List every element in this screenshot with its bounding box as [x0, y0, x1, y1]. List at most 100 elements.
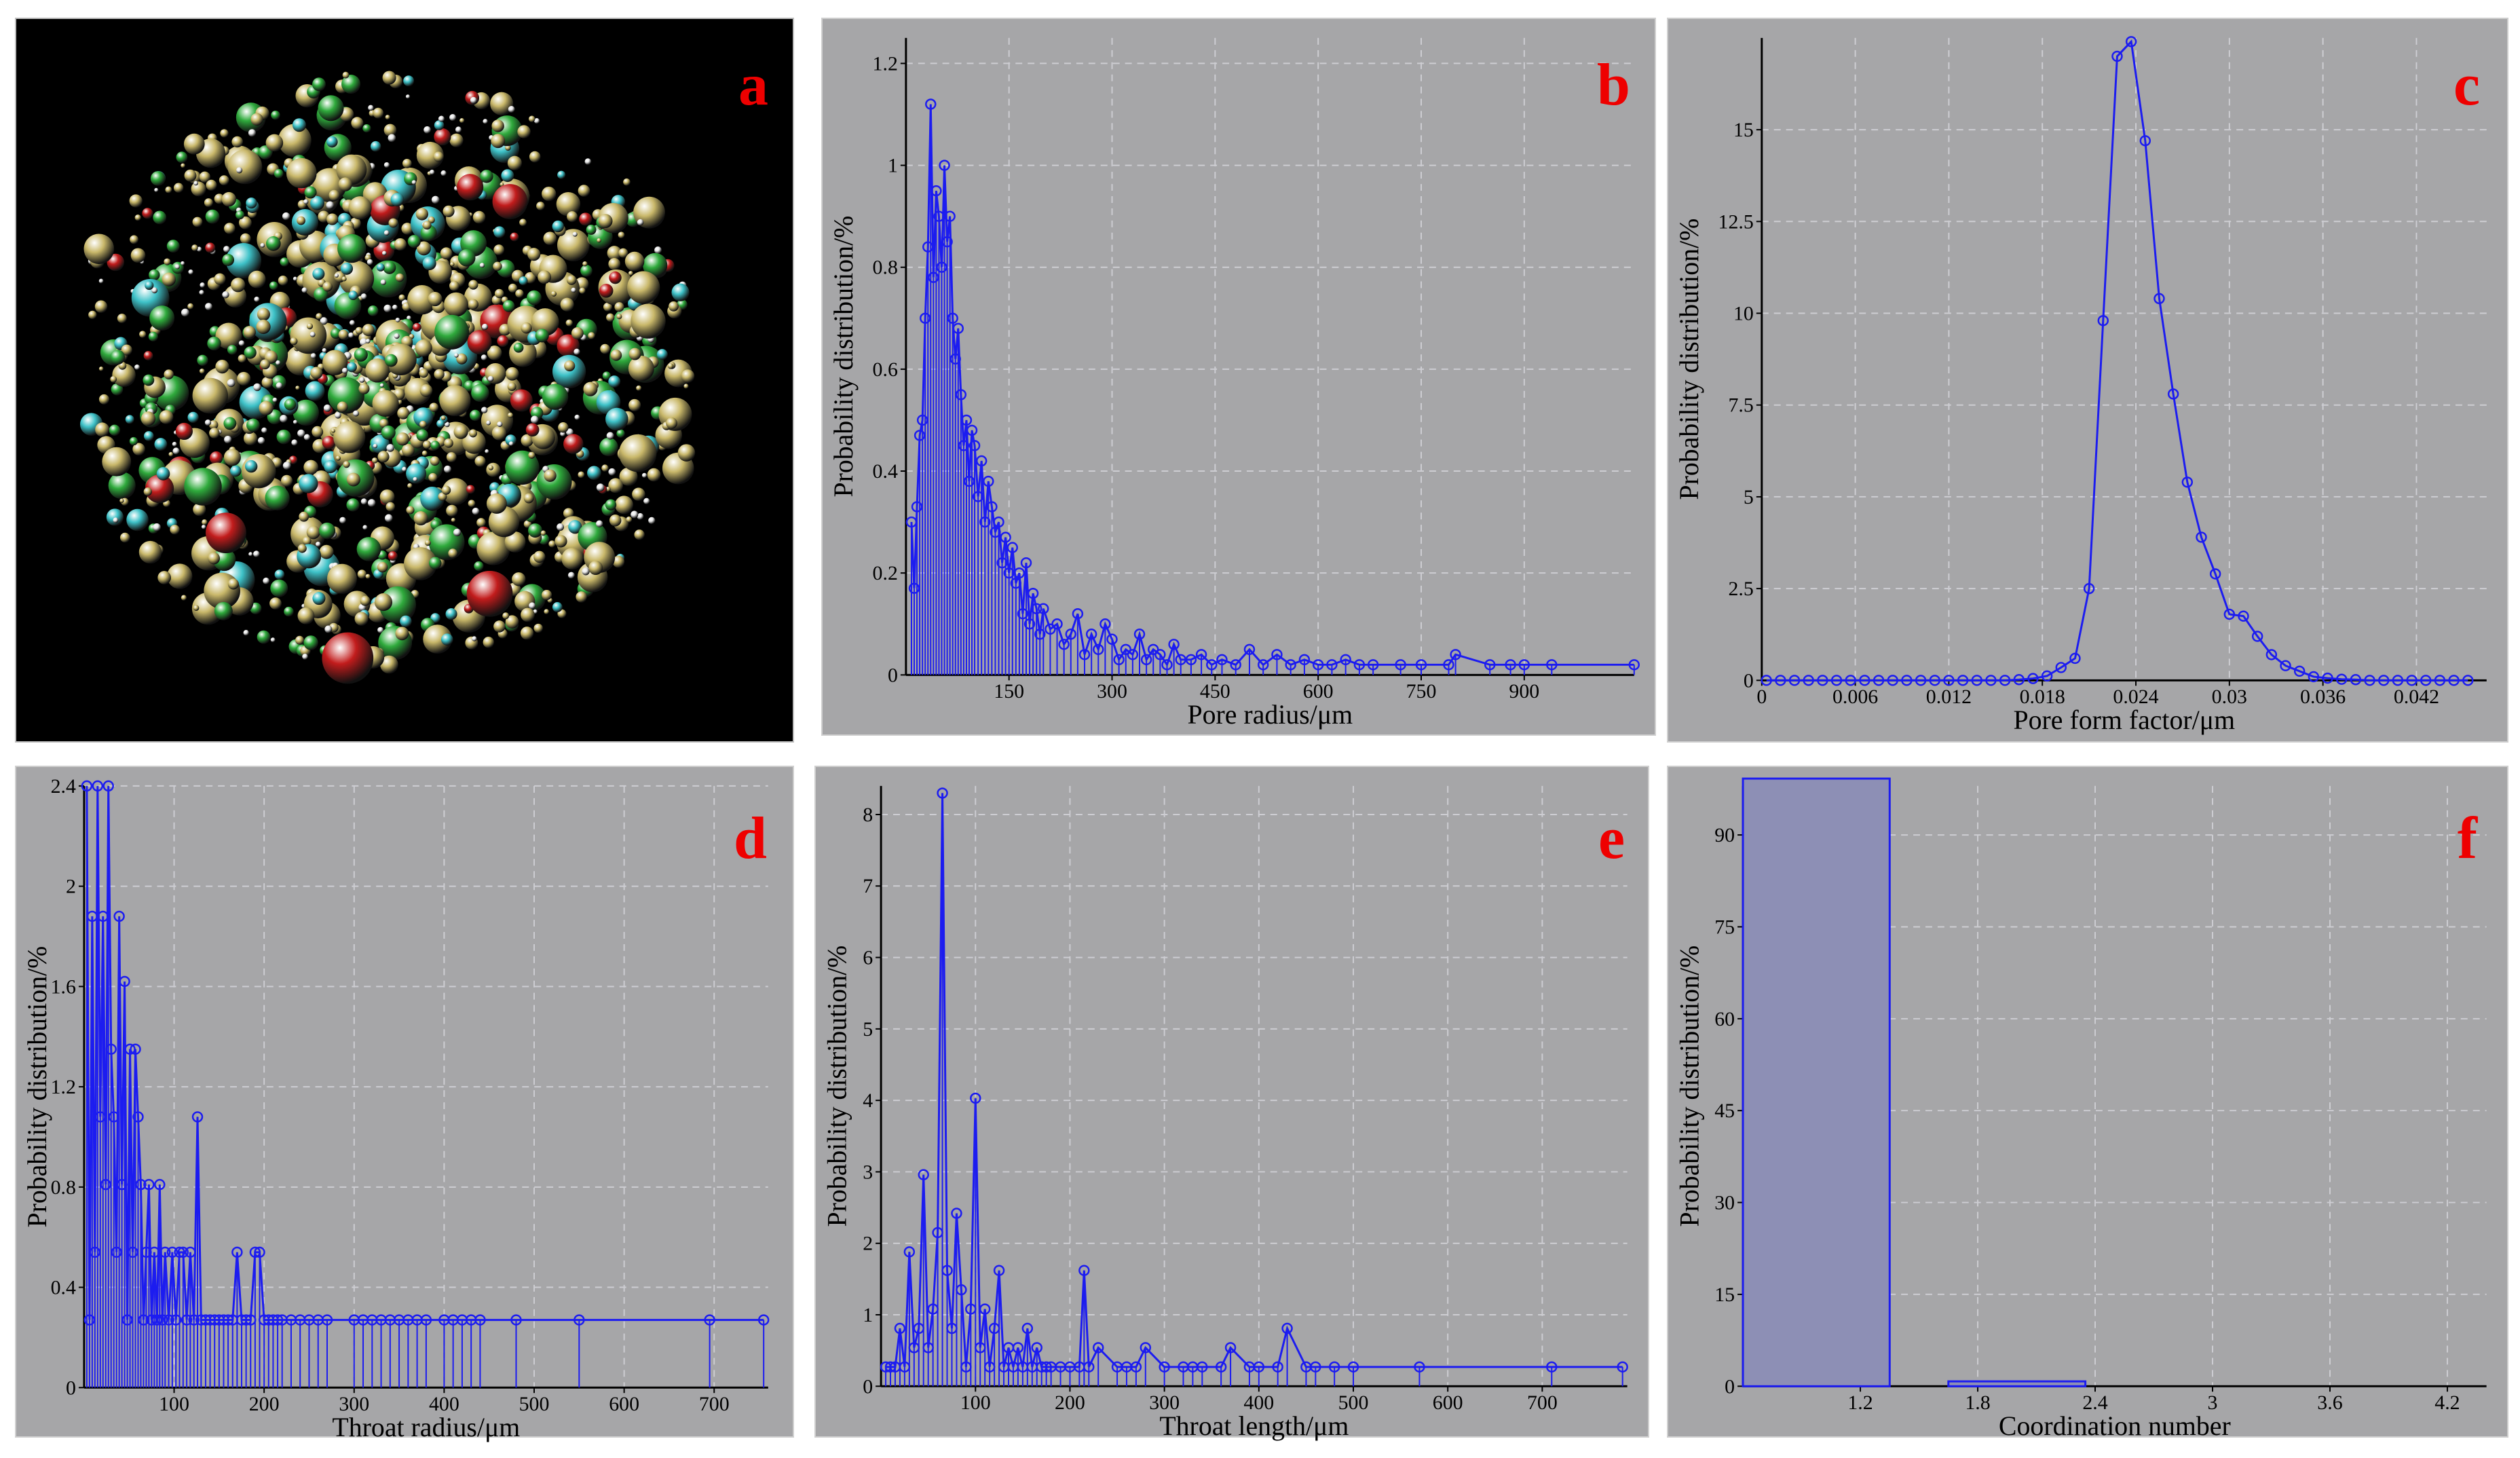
- pore-sphere: [372, 390, 399, 417]
- pore-sphere: [199, 290, 204, 295]
- pore-sphere: [241, 453, 276, 489]
- x-tick-label: 3.6: [2317, 1391, 2342, 1414]
- pore-sphere: [238, 340, 245, 346]
- data-point: [245, 1314, 257, 1326]
- y-axis-label: Probability distribution/%: [822, 946, 852, 1227]
- pore-sphere: [401, 223, 413, 235]
- data-point: [2251, 631, 2263, 642]
- pore-sphere: [424, 540, 431, 546]
- pore-sphere: [567, 572, 575, 579]
- y-tick-label: 0: [888, 664, 898, 686]
- pore-sphere: [383, 261, 396, 274]
- pore-sphere: [193, 181, 199, 186]
- pore-sphere: [333, 421, 366, 453]
- data-point: [939, 160, 950, 171]
- pore-sphere: [394, 333, 400, 339]
- pore-sphere: [597, 238, 601, 243]
- pore-sphere: [618, 231, 625, 239]
- pore-sphere: [260, 359, 270, 370]
- data-point: [474, 1314, 486, 1326]
- pore-sphere: [280, 257, 289, 267]
- pore-sphere: [497, 421, 503, 428]
- data-point: [1310, 1361, 1321, 1373]
- data-point: [2055, 662, 2067, 673]
- y-tick-label: 60: [1714, 1008, 1735, 1030]
- pore-sphere: [407, 235, 421, 248]
- pore-sphere: [550, 291, 557, 297]
- data-point: [2125, 36, 2137, 48]
- pore-sphere: [519, 276, 528, 286]
- pore-sphere: [343, 461, 350, 468]
- pore-sphere: [269, 597, 282, 610]
- data-point: [249, 1246, 261, 1258]
- pore-sphere: [609, 514, 622, 527]
- pore-sphere: [681, 369, 695, 383]
- x-tick-label: 150: [994, 680, 1024, 703]
- pore-sphere: [377, 561, 388, 573]
- pore-sphere: [595, 520, 603, 527]
- data-point: [154, 1178, 166, 1191]
- pore-sphere: [246, 418, 260, 432]
- data-point: [916, 414, 928, 426]
- pore-sphere: [548, 540, 556, 548]
- data-point: [704, 1314, 715, 1326]
- pore-sphere: [192, 377, 229, 414]
- pore-sphere: [449, 133, 464, 147]
- pore-sphere: [248, 129, 257, 137]
- pore-sphere: [628, 348, 641, 360]
- pore-sphere: [278, 124, 312, 157]
- y-tick-label: 0.4: [51, 1277, 76, 1299]
- pore-sphere: [488, 465, 494, 470]
- pore-sphere: [472, 636, 477, 641]
- data-point: [181, 1314, 193, 1326]
- x-axis-label: Throat length/μm: [1159, 1411, 1349, 1441]
- panel-d-chart: 100 200 300 400 500 600 700 0 0.4 0.8 1.2 1.6 2 2.4 Th…: [15, 766, 794, 1442]
- pore-sphere: [174, 264, 181, 269]
- pore-sphere: [405, 94, 411, 99]
- data-point: [271, 1314, 284, 1326]
- y-tick-label: 1: [863, 1304, 873, 1326]
- pore-sphere: [176, 151, 188, 164]
- pore-sphere: [322, 350, 348, 375]
- pore-sphere: [434, 120, 445, 130]
- sphere-cloud: [79, 71, 696, 684]
- pore-sphere: [472, 508, 480, 515]
- pore-sphere: [440, 415, 446, 421]
- data-point: [1058, 639, 1070, 650]
- data-point: [958, 440, 970, 451]
- pore-sphere: [407, 483, 413, 489]
- pore-sphere: [214, 193, 225, 204]
- pore-sphere: [515, 289, 524, 298]
- y-axis-label: Probability distribution/%: [22, 946, 52, 1228]
- pore-sphere: [299, 474, 318, 493]
- pore-sphere: [507, 382, 516, 392]
- data-point: [914, 430, 926, 441]
- pore-sphere: [83, 233, 115, 265]
- pore-sphere: [304, 186, 317, 199]
- pore-sphere: [318, 95, 344, 122]
- y-tick-label: 12.5: [1718, 210, 1754, 233]
- pore-sphere: [494, 288, 504, 299]
- data-point: [1230, 659, 1241, 671]
- y-tick-label: 5: [1744, 486, 1754, 508]
- data-point: [2280, 660, 2291, 671]
- pore-sphere: [446, 504, 458, 517]
- pore-sphere: [153, 523, 161, 531]
- data-point: [1347, 1361, 1359, 1373]
- panel-letter-f: f: [2457, 806, 2477, 872]
- data-point: [102, 780, 114, 792]
- data-point: [1443, 659, 1454, 671]
- pore-sphere: [265, 134, 284, 152]
- pore-sphere: [538, 270, 552, 284]
- pore-sphere: [413, 407, 434, 428]
- pore-sphere: [373, 443, 378, 449]
- pore-sphere: [623, 178, 631, 186]
- pore-sphere: [231, 136, 243, 148]
- pore-sphere: [449, 280, 459, 291]
- pore-sphere: [542, 186, 557, 202]
- pore-sphere: [108, 472, 136, 500]
- data-point: [231, 1246, 243, 1258]
- pore-sphere: [362, 525, 368, 530]
- pore-sphere: [396, 432, 410, 446]
- data-point: [2181, 476, 2194, 488]
